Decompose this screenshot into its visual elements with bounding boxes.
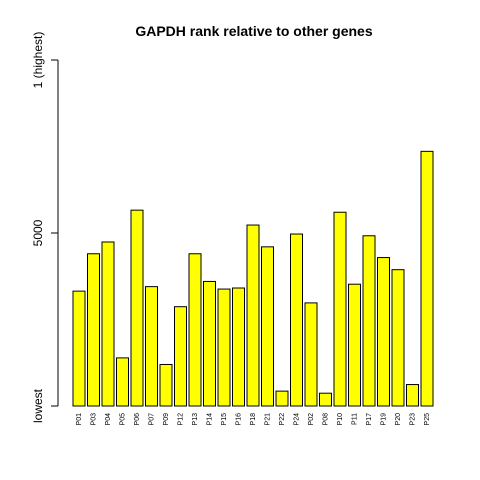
x-tick-label: P15 xyxy=(221,413,228,426)
bar xyxy=(406,384,419,407)
bar xyxy=(116,357,129,407)
bar xyxy=(391,269,405,407)
x-tick-label: P08 xyxy=(323,413,330,426)
bar xyxy=(217,288,231,407)
x-tick-label: P25 xyxy=(424,413,431,426)
x-tick-label: P12 xyxy=(178,413,185,426)
x-tick-label: P23 xyxy=(410,413,417,426)
x-tick-label: P07 xyxy=(149,413,156,426)
x-tick-label: P01 xyxy=(76,413,83,426)
x-tick-label: P02 xyxy=(308,413,315,426)
x-tick-label: P10 xyxy=(337,413,344,426)
bar xyxy=(290,233,303,407)
x-tick-label: P20 xyxy=(395,413,402,426)
bar xyxy=(232,287,245,407)
y-axis: lowest 5000 1 (highest) xyxy=(31,32,59,423)
x-tick-label: P09 xyxy=(163,413,170,426)
bar xyxy=(72,290,86,407)
bar xyxy=(420,150,434,407)
x-tick-label: P11 xyxy=(352,413,359,425)
x-tick-label: P22 xyxy=(279,413,286,426)
x-tick-label: P18 xyxy=(250,413,257,426)
bar xyxy=(261,246,274,407)
bar xyxy=(174,306,187,407)
bar xyxy=(348,283,361,407)
bar xyxy=(304,302,318,407)
x-tick-label: P16 xyxy=(236,413,243,426)
chart-title: GAPDH rank relative to other genes xyxy=(135,23,373,39)
x-tick-label: P21 xyxy=(265,413,272,426)
x-tick-label: P17 xyxy=(366,413,373,426)
bar xyxy=(145,286,158,407)
bar xyxy=(101,241,115,407)
x-tick-label: P24 xyxy=(294,413,301,426)
x-tick-label: P04 xyxy=(105,413,112,426)
bar xyxy=(159,363,173,407)
bar xyxy=(319,392,332,407)
bar xyxy=(275,390,289,407)
y-tick-label: lowest xyxy=(31,388,45,423)
x-tick-label: P14 xyxy=(207,413,214,426)
bar xyxy=(130,209,144,407)
y-tick-label: 1 (highest) xyxy=(31,32,45,89)
bar xyxy=(246,224,260,407)
bars xyxy=(72,150,434,407)
x-tick-label: P03 xyxy=(91,413,98,426)
bar xyxy=(203,280,216,407)
bar xyxy=(362,235,376,407)
bar xyxy=(377,257,390,407)
x-tick-label: P19 xyxy=(381,413,388,426)
bar xyxy=(87,253,100,407)
x-tick-label: P13 xyxy=(192,413,199,426)
bar xyxy=(333,211,347,407)
x-tick-label: P06 xyxy=(134,413,141,426)
x-tick-label: P05 xyxy=(120,413,127,426)
x-axis-labels: P01 P03 P04 P05 P06 P07 P09 P12 P13 P14 P15 P16 P18 P… xyxy=(76,413,431,426)
y-tick-label: 5000 xyxy=(31,219,45,246)
bar xyxy=(188,253,202,407)
